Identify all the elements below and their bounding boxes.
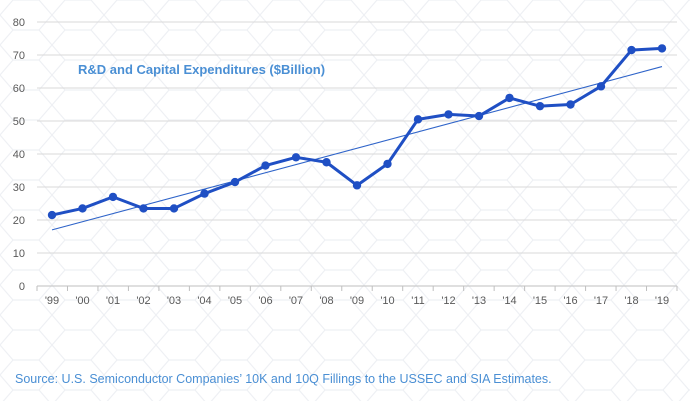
x-tick-label: '08 — [319, 295, 333, 307]
data-point — [47, 210, 57, 220]
data-point — [78, 204, 87, 213]
chart-title: R&D and Capital Expenditures ($Billion) — [78, 62, 325, 77]
x-tick-label: '16 — [563, 295, 577, 307]
x-tick-label: '14 — [502, 295, 516, 307]
data-point — [505, 93, 514, 103]
data-point — [352, 181, 362, 190]
data-point — [474, 111, 484, 121]
data-point — [261, 161, 270, 170]
y-tick-label: 80 — [13, 17, 25, 29]
x-tick-label: '19 — [655, 295, 669, 307]
data-point — [139, 204, 148, 213]
trendline-line — [51, 66, 663, 231]
x-tick-label: '07 — [289, 295, 303, 307]
trendline — [51, 66, 663, 231]
y-tick-label: 50 — [13, 116, 25, 128]
data-series — [47, 44, 667, 220]
x-tick-label: '06 — [258, 295, 272, 307]
y-axis-ticks: 0 10 20 30 40 50 60 70 80 — [13, 17, 25, 293]
x-tick-label: '11 — [411, 295, 425, 307]
data-point — [444, 110, 453, 119]
x-tick-label: '01 — [106, 295, 120, 307]
data-point — [200, 189, 209, 198]
x-tick-label: '05 — [228, 295, 242, 307]
data-point — [596, 82, 606, 91]
y-tick-label: 40 — [13, 149, 25, 161]
grid-lines — [37, 21, 677, 287]
x-tick-label: '15 — [533, 295, 547, 307]
data-point — [413, 115, 423, 124]
source-note: Source: U.S. Semiconductor Companies’ 10… — [15, 372, 552, 386]
x-tick-label: '03 — [167, 295, 181, 307]
data-point — [169, 204, 179, 213]
x-tick-label: '12 — [441, 295, 455, 307]
y-tick-label: 20 — [13, 215, 25, 227]
data-point — [657, 44, 667, 53]
x-tick-label: '00 — [75, 295, 89, 307]
data-point — [108, 192, 118, 202]
y-tick-label: 10 — [13, 248, 25, 260]
x-tick-label: '17 — [594, 295, 608, 307]
y-tick-label: 0 — [19, 281, 25, 293]
x-tick-label: '10 — [380, 295, 394, 307]
data-point — [535, 101, 545, 111]
data-point — [627, 45, 636, 55]
x-tick-label: '13 — [472, 295, 486, 307]
data-point — [383, 159, 392, 169]
data-point — [230, 177, 240, 187]
x-tick-label: '02 — [136, 295, 150, 307]
data-point — [566, 100, 575, 109]
x-tick-label: '09 — [350, 295, 364, 307]
y-tick-label: 70 — [13, 50, 25, 62]
x-tick-label: '18 — [624, 295, 638, 307]
data-point — [291, 153, 301, 162]
x-axis-ticks: '99 '00 '01 '02 '03 '04 '05 '06 '07 '08 '09 '10 '11 '… — [36, 286, 678, 307]
y-tick-label: 60 — [13, 83, 25, 95]
data-point — [322, 158, 331, 167]
x-tick-label: '99 — [45, 295, 59, 307]
y-tick-label: 30 — [13, 182, 25, 194]
x-tick-label: '04 — [197, 295, 211, 307]
